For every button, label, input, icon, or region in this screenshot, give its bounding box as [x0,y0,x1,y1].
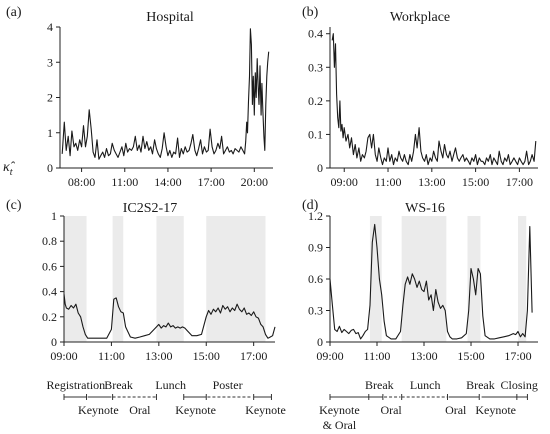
y-tick-label: 0.2 [308,94,323,108]
schedule-label-lower: Keynote [475,403,516,417]
session-shade [64,216,87,342]
schedule-label-lower: Keynote [78,403,119,417]
series-line [61,28,270,160]
panel-title: WS-16 [405,201,445,216]
y-tick-label: 0 [317,161,323,175]
y-tick-label: 0.9 [308,241,323,255]
y-tick-label: 0.6 [42,259,57,273]
schedule-label-upper: Break [365,378,394,392]
panel-letter: (d) [302,198,319,213]
schedule-label-upper: Break [104,378,133,392]
y-tick-label: 0 [317,335,323,349]
x-tick-label: 08:00 [68,175,95,189]
panel-letter: (a) [6,5,22,20]
series-line [329,223,533,340]
session-shade [518,216,527,342]
y-tick-label: 2 [47,91,53,105]
y-tick-label: 0.8 [42,234,57,248]
x-tick-label: 11:00 [111,175,138,189]
panel-title: IC2S2-17 [123,201,177,216]
panel-letter: (b) [302,5,319,20]
y-tick-label: 0.3 [308,304,323,318]
panel-letter: (c) [6,198,22,213]
x-tick-label: 15:00 [462,175,489,189]
x-tick-label: 13:00 [418,175,445,189]
series-line [63,294,276,339]
x-tick-label: 20:00 [241,175,268,189]
session-shade [156,216,184,342]
y-tick-label: 1 [47,126,53,140]
y-tick-label: 0 [47,161,53,175]
schedule-label-lower: Keynote [245,403,286,417]
panels: 0 1 2 3 4 08:00 11:00 14:00 17:00 20:00 Hospital (a… [6,5,538,363]
x-tick-label: 17:00 [240,349,267,363]
schedule-label-upper: Lunch [410,378,441,392]
schedule-label-upper: Registration [47,378,106,392]
y-tick-label: 0.3 [308,60,323,74]
schedule-label-lower: & Oral [323,418,357,432]
panel-c: 0 0.2 0.4 0.6 0.8 1 09:00 11:00 13:00 15:00 17:00 I… [6,198,276,363]
y-tick-label: 0.4 [308,27,323,41]
y-tick-label: 1 [51,209,57,223]
schedule-label-lower: Oral [380,403,402,417]
session-shade [112,216,124,342]
y-tick-label: 1.2 [308,209,323,223]
schedule-label-lower: Keynote [319,403,360,417]
panel-d: 0 0.3 0.6 0.9 1.2 09:00 11:00 13:00 15:00 17:00 WS… [302,198,538,363]
x-tick-label: 15:00 [193,349,220,363]
y-axis-label: κ̂t [3,160,16,178]
y-tick-label: 0.4 [42,285,57,299]
panel-b: 0 0.1 0.2 0.3 0.4 09:00 11:00 13:00 15:00 17:00 Wo… [302,5,538,189]
y-tick-label: 0 [51,335,57,349]
x-tick-label: 15:00 [457,349,484,363]
panel-title: Hospital [146,10,194,25]
x-tick-label: 13:00 [145,349,172,363]
y-tick-label: 0.1 [308,127,323,141]
session-shade [206,216,266,342]
panel-title: Workplace [390,10,450,25]
x-tick-label: 11:00 [98,349,125,363]
x-tick-label: 17:00 [506,175,533,189]
x-tick-label: 11:00 [364,349,391,363]
x-tick-label: 09:00 [331,175,358,189]
x-tick-label: 11:00 [375,175,402,189]
schedule-label-lower: Keynote [175,403,216,417]
schedule-label-upper: Lunch [155,378,186,392]
x-tick-label: 14:00 [154,175,181,189]
schedule-label-upper: Closing [501,378,538,392]
series-line [331,33,537,166]
x-tick-label: 17:00 [197,175,224,189]
y-tick-label: 3 [47,55,53,69]
session-shade [369,216,382,342]
x-tick-label: 09:00 [50,349,77,363]
session-shade [401,216,447,342]
x-tick-label: 09:00 [316,349,343,363]
schedule-label-upper: Break [466,378,495,392]
schedule-label-lower: Oral [445,403,467,417]
panel-a: 0 1 2 3 4 08:00 11:00 14:00 17:00 20:00 Hospital (a… [6,5,273,189]
y-tick-label: 4 [47,20,53,34]
schedule-label-upper: Poster [213,378,243,392]
y-tick-label: 0.2 [42,310,57,324]
x-tick-label: 13:00 [410,349,437,363]
y-tick-label: 0.6 [308,272,323,286]
x-tick-label: 17:00 [504,349,531,363]
schedule-label-lower: Oral [129,403,151,417]
